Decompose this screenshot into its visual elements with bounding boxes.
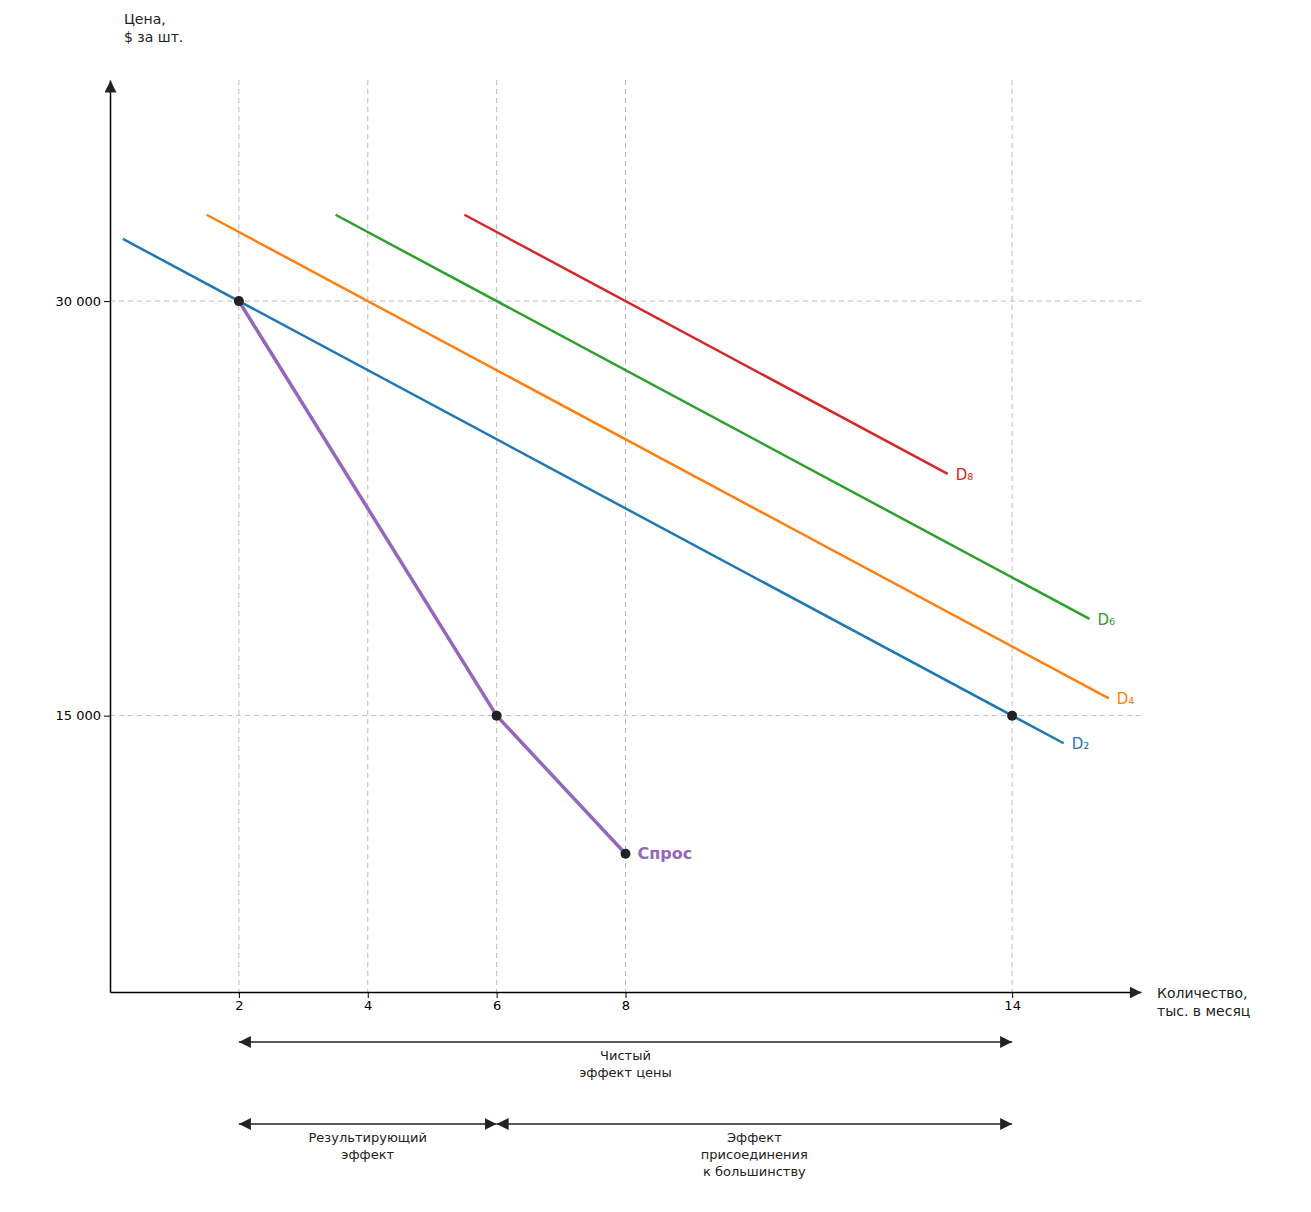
annotation-arrow	[497, 1123, 1013, 1125]
annotation-label: Чистый эффект цены	[579, 1048, 672, 1082]
x-tick-label: 2	[235, 998, 243, 1013]
point	[621, 849, 631, 859]
x-tick: 2	[235, 992, 243, 1013]
y-tick-mark	[104, 301, 110, 302]
series-label: D₂	[1072, 735, 1090, 753]
point	[492, 711, 502, 721]
y-axis-line	[110, 81, 112, 993]
y-tick: 30 000	[56, 294, 111, 309]
plot: 2 4 6 8 14 15 000 30 000 D₂ D₄ D₆ D₈ Спрос	[56, 80, 1142, 1124]
annotation-arrow	[239, 1123, 497, 1125]
chart-svg: 2 4 6 8 14 15 000 30 000 D₂ D₄ D₆ D₈ Спрос	[0, 0, 1311, 1212]
point	[234, 296, 244, 306]
series-label: D₄	[1117, 690, 1135, 708]
grid-line-x	[1012, 80, 1013, 992]
x-tick: 6	[493, 992, 501, 1013]
x-tick-mark	[1012, 992, 1013, 998]
x-tick-mark	[497, 992, 498, 998]
annotation-label: Результирующий эффект	[309, 1130, 427, 1164]
point	[1007, 711, 1017, 721]
x-tick-mark	[239, 992, 240, 998]
x-tick-label: 4	[364, 998, 372, 1013]
x-tick-label: 6	[493, 998, 501, 1013]
x-tick: 8	[622, 992, 630, 1013]
grid-line-x	[238, 80, 239, 992]
x-tick-mark	[626, 992, 627, 998]
grid-line-x	[367, 80, 368, 992]
x-tick-mark	[368, 992, 369, 998]
y-axis: 15 000 30 000	[56, 81, 111, 993]
series-line	[123, 239, 1064, 743]
series-line	[336, 215, 1090, 619]
y-tick-label: 15 000	[56, 708, 102, 723]
series-label: D₈	[956, 466, 974, 484]
series-line	[207, 215, 1109, 699]
series-labels: D₂ D₄ D₆ D₈ Спрос	[638, 466, 1135, 863]
annotations	[239, 1042, 1012, 1124]
x-axis-title: Количество, тыс. в месяц	[1157, 984, 1250, 1020]
x-tick-label: 14	[1004, 998, 1021, 1013]
annotation-label: Эффект присоединения к большинству	[701, 1130, 808, 1181]
data-layer	[123, 215, 1109, 859]
x-axis: 2 4 6 8 14	[111, 992, 1142, 1013]
grid-line-y	[110, 715, 1141, 716]
x-tick: 4	[364, 992, 372, 1013]
series-label: D₆	[1097, 611, 1115, 629]
series-label: Спрос	[638, 844, 693, 863]
y-tick-label: 30 000	[56, 294, 102, 309]
y-tick-mark	[104, 716, 110, 717]
x-tick-label: 8	[622, 998, 630, 1013]
grid	[110, 80, 1141, 992]
annotation-arrow	[239, 1041, 1012, 1043]
series-line	[464, 215, 947, 474]
series-line	[239, 301, 626, 854]
grid-line-x	[496, 80, 497, 992]
chart-root: 2 4 6 8 14 15 000 30 000 D₂ D₄ D₆ D₈ Спрос Цена, $ з…	[0, 0, 1311, 1212]
x-tick: 14	[1004, 992, 1021, 1013]
y-axis-title: Цена, $ за шт.	[124, 10, 183, 46]
y-tick: 15 000	[56, 708, 111, 723]
